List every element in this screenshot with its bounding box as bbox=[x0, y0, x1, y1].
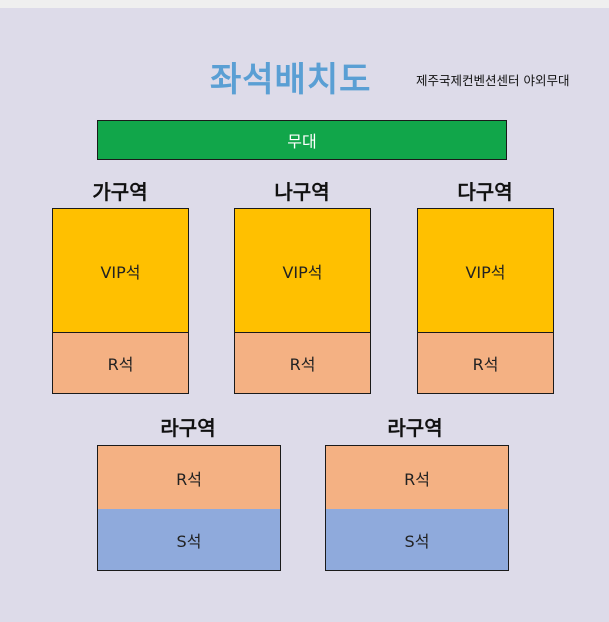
zone-block-na: VIP석 R석 bbox=[234, 208, 371, 394]
zone-label-ra-right: 라구역 bbox=[387, 416, 443, 440]
seat-section-r: R석 bbox=[53, 332, 188, 393]
seat-section-vip: VIP석 bbox=[418, 209, 553, 332]
top-bar bbox=[0, 0, 609, 8]
seat-section-r: R석 bbox=[326, 446, 508, 509]
seating-chart: 좌석배치도 제주국제컨벤션센터 야외무대 무대 가구역 VIP석 R석 나구역 … bbox=[0, 8, 609, 622]
zone-label-ga: 가구역 bbox=[92, 180, 148, 204]
seat-section-r: R석 bbox=[418, 332, 553, 393]
seat-section-r: R석 bbox=[235, 332, 370, 393]
zone-label-na: 나구역 bbox=[274, 180, 330, 204]
chart-title: 좌석배치도 bbox=[210, 60, 372, 100]
zone-block-ra-right: R석 S석 bbox=[325, 445, 509, 571]
seat-section-s: S석 bbox=[326, 509, 508, 570]
seat-section-r: R석 bbox=[98, 446, 280, 509]
zone-block-ra-left: R석 S석 bbox=[97, 445, 281, 571]
stage: 무대 bbox=[97, 120, 507, 160]
seat-section-vip: VIP석 bbox=[53, 209, 188, 332]
zone-block-ga: VIP석 R석 bbox=[52, 208, 189, 394]
zone-block-da: VIP석 R석 bbox=[417, 208, 554, 394]
venue-name: 제주국제컨벤션센터 야외무대 bbox=[416, 73, 570, 88]
seat-section-s: S석 bbox=[98, 509, 280, 570]
zone-label-ra-left: 라구역 bbox=[160, 416, 216, 440]
seat-section-vip: VIP석 bbox=[235, 209, 370, 332]
zone-label-da: 다구역 bbox=[457, 180, 513, 204]
stage-label: 무대 bbox=[287, 132, 317, 151]
